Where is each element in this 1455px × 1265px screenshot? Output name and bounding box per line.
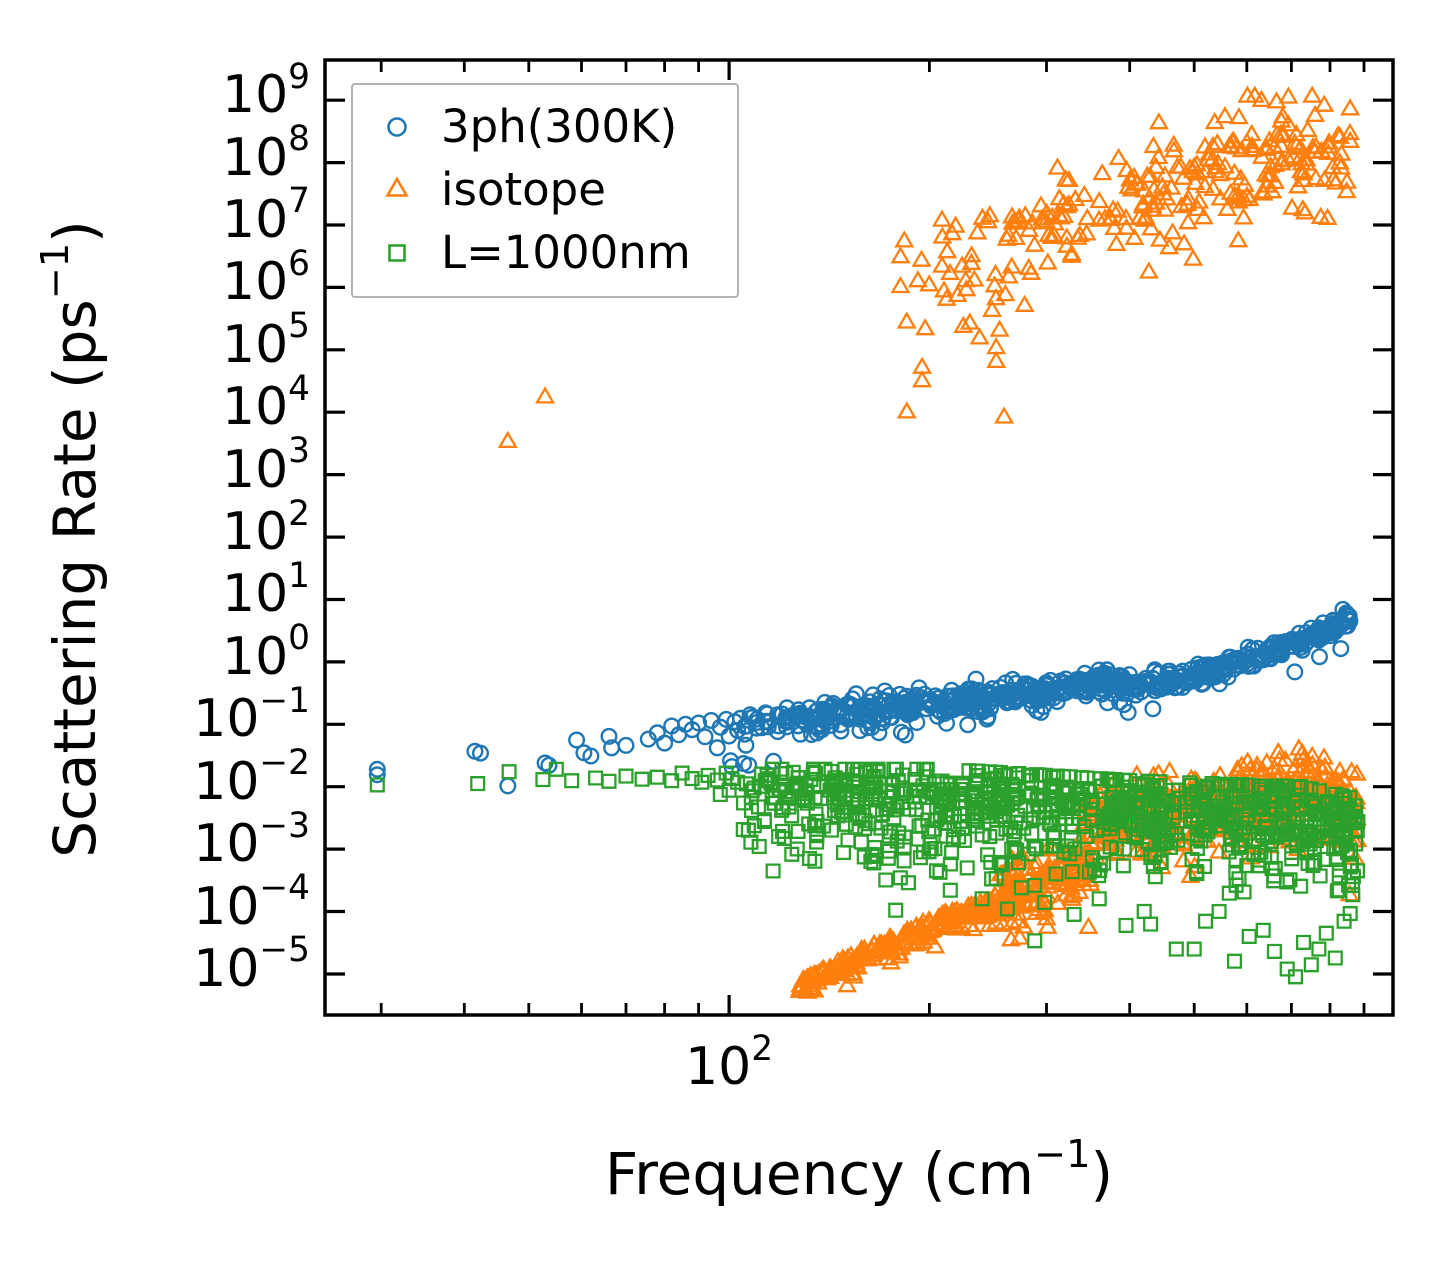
- series-points-3ph-300k-: [368, 600, 1359, 795]
- legend-entry-l-1000nm: L=1000nm: [353, 221, 737, 284]
- plot-data-layer: [368, 85, 1368, 999]
- legend-label: isotope: [441, 163, 606, 216]
- y-tick-label: 10−4: [193, 868, 310, 937]
- y-tick-label: 10−1: [193, 680, 310, 750]
- y-tick-label: 106: [221, 243, 310, 313]
- legend-label: L=1000nm: [441, 226, 691, 279]
- y-tick-label: 108: [221, 119, 310, 188]
- y-tick-label: 10−2: [193, 743, 310, 812]
- x-tick-label: 102: [685, 1028, 774, 1097]
- y-tick-label: 104: [221, 368, 310, 438]
- y-tick-label: 10−3: [193, 805, 310, 875]
- legend-label: 3ph(300K): [441, 100, 678, 153]
- y-axis-title: Scattering Rate (ps−1): [32, 220, 109, 858]
- major-tick-marks: [325, 60, 1393, 1015]
- square-marker-icon: [388, 243, 406, 262]
- y-tick-label: 100: [221, 618, 310, 687]
- y-tick-label: 103: [221, 431, 310, 500]
- y-tick-label: 101: [221, 555, 310, 625]
- triangle-marker-icon: [385, 175, 409, 197]
- legend: 3ph(300K) isotope L=1000nm: [351, 83, 739, 298]
- y-tick-label: 109: [221, 56, 310, 126]
- y-tick-label: 102: [221, 493, 310, 563]
- legend-entry-isotope: isotope: [353, 158, 737, 221]
- legend-entry-3ph-300k-: 3ph(300K): [353, 95, 737, 158]
- y-tick-label: 107: [221, 181, 310, 250]
- series-points-l-1000nm: [369, 761, 1366, 985]
- y-tick-label: 10−5: [193, 930, 310, 999]
- y-tick-label: 105: [221, 306, 310, 375]
- minor-tick-marks: [379, 60, 1366, 1015]
- x-axis-title: Frequency (cm−1): [604, 1131, 1114, 1208]
- circle-marker-icon: [387, 116, 407, 137]
